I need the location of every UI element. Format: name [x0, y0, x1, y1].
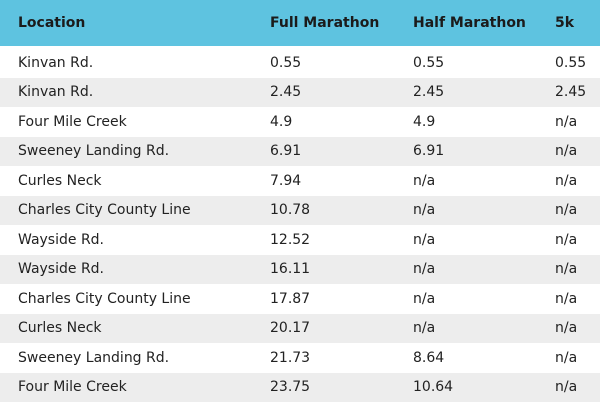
table-cell: 2.45 [270, 77, 413, 107]
table-cell: 17.87 [270, 284, 413, 314]
table-cell: n/a [413, 284, 555, 314]
spacer-cell [0, 46, 600, 48]
table-cell: n/a [555, 195, 600, 225]
table-cell: 2.45 [555, 77, 600, 107]
table-row: Four Mile Creek 4.9 4.9 n/a [0, 107, 600, 137]
table-body: Kinvan Rd. 0.55 0.55 0.55 Kinvan Rd. 2.45 2.45… [0, 46, 600, 402]
table-cell: 12.52 [270, 225, 413, 255]
table-cell: 7.94 [270, 166, 413, 196]
table-cell: 0.55 [270, 48, 413, 78]
table-cell: n/a [555, 372, 600, 402]
table-cell: Charles City County Line [0, 284, 270, 314]
table-row: Charles City County Line 17.87 n/a n/a [0, 284, 600, 314]
table-row: Kinvan Rd. 2.45 2.45 2.45 [0, 77, 600, 107]
table-cell: 0.55 [413, 48, 555, 78]
table-row: Curles Neck 7.94 n/a n/a [0, 166, 600, 196]
table-cell: 4.9 [413, 107, 555, 137]
table-cell: Four Mile Creek [0, 372, 270, 402]
table-cell: Sweeney Landing Rd. [0, 343, 270, 373]
table-cell: 16.11 [270, 254, 413, 284]
table-cell: n/a [555, 254, 600, 284]
table-cell: 2.45 [413, 77, 555, 107]
table-cell: Kinvan Rd. [0, 77, 270, 107]
table-row: Sweeney Landing Rd. 21.73 8.64 n/a [0, 343, 600, 373]
table-row: Four Mile Creek 23.75 10.64 n/a [0, 372, 600, 402]
table-cell: n/a [555, 225, 600, 255]
table-cell: Wayside Rd. [0, 225, 270, 255]
table-cell: n/a [413, 195, 555, 225]
table-cell: Charles City County Line [0, 195, 270, 225]
table-row: Curles Neck 20.17 n/a n/a [0, 313, 600, 343]
table-cell: n/a [555, 313, 600, 343]
table-cell: Four Mile Creek [0, 107, 270, 137]
table-cell: n/a [555, 166, 600, 196]
table-cell: n/a [555, 343, 600, 373]
table-cell: 6.91 [413, 136, 555, 166]
table-cell: Sweeney Landing Rd. [0, 136, 270, 166]
table-cell: n/a [555, 284, 600, 314]
table-cell: n/a [413, 254, 555, 284]
table-cell: 6.91 [270, 136, 413, 166]
table-row: Charles City County Line 10.78 n/a n/a [0, 195, 600, 225]
table-cell: n/a [555, 107, 600, 137]
table-cell: Kinvan Rd. [0, 48, 270, 78]
table-cell: 8.64 [413, 343, 555, 373]
table-cell: 10.78 [270, 195, 413, 225]
table-cell: 20.17 [270, 313, 413, 343]
header-cell: Location [0, 0, 270, 46]
table-cell: 10.64 [413, 372, 555, 402]
header-cell: 5k [555, 0, 600, 46]
table-cell: n/a [413, 225, 555, 255]
spacer [0, 46, 600, 48]
table-row: Wayside Rd. 16.11 n/a n/a [0, 254, 600, 284]
header-cell: Full Marathon [270, 0, 413, 46]
table-cell: Wayside Rd. [0, 254, 270, 284]
table-row: Wayside Rd. 12.52 n/a n/a [0, 225, 600, 255]
header-cell: Half Marathon [413, 0, 555, 46]
table-cell: n/a [413, 166, 555, 196]
table-cell: 23.75 [270, 372, 413, 402]
table-cell: n/a [555, 136, 600, 166]
table-cell: 4.9 [270, 107, 413, 137]
table-cell: 0.55 [555, 48, 600, 78]
table-cell: Curles Neck [0, 313, 270, 343]
table-cell: n/a [413, 313, 555, 343]
table-row: Kinvan Rd. 0.55 0.55 0.55 [0, 48, 600, 78]
table-row: Sweeney Landing Rd. 6.91 6.91 n/a [0, 136, 600, 166]
header-row: Location Full Marathon Half Marathon 5k [0, 0, 600, 46]
table-cell: 21.73 [270, 343, 413, 373]
table-cell: Curles Neck [0, 166, 270, 196]
